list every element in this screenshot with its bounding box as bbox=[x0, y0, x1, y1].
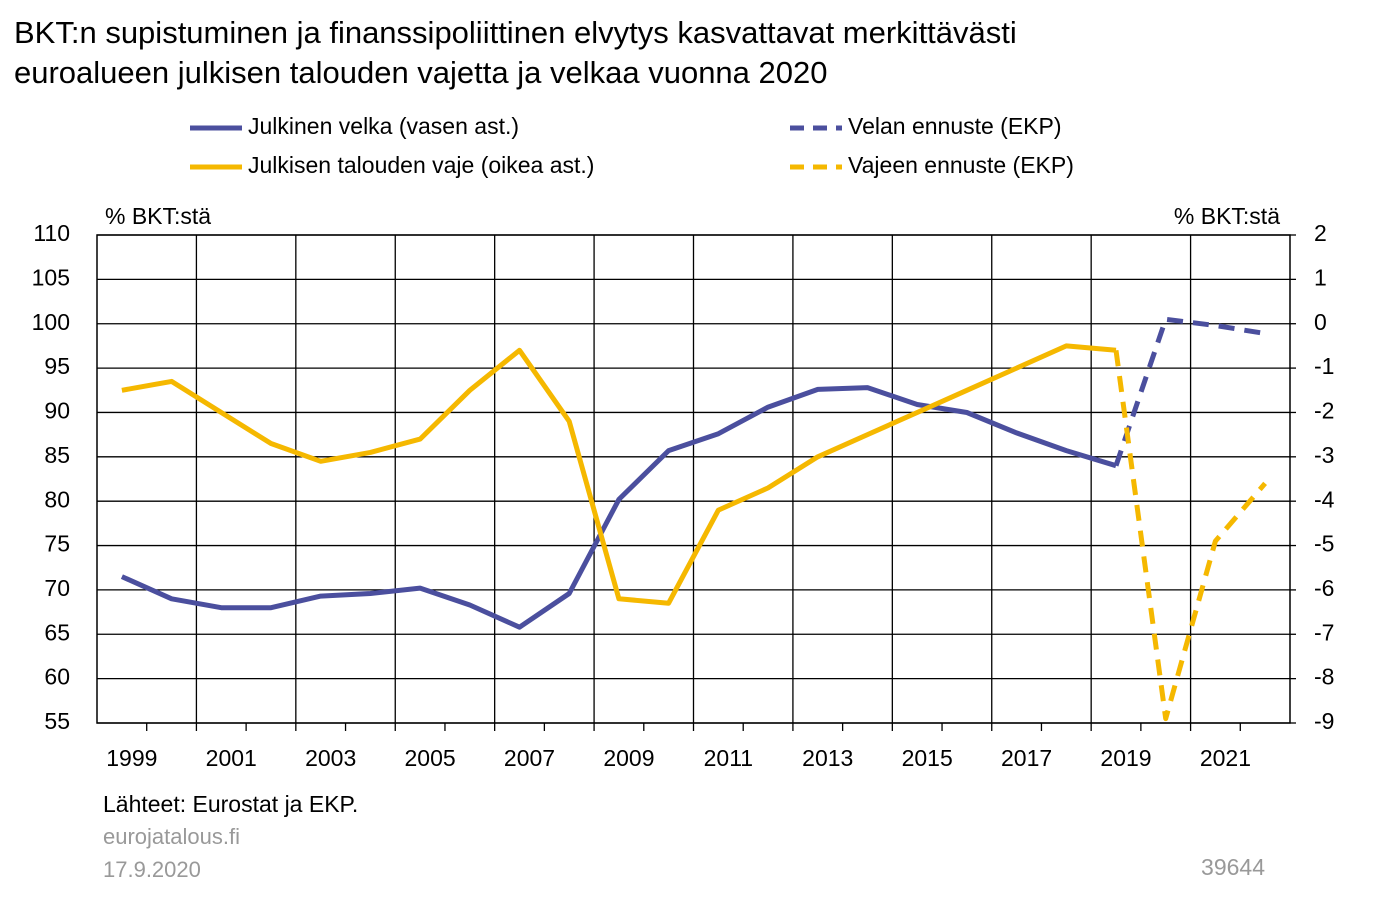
y2-tick-label: 0 bbox=[1314, 309, 1327, 335]
series-line bbox=[120, 385, 1117, 630]
x-tick-label: 2001 bbox=[206, 745, 257, 771]
x-tick-label: 2005 bbox=[405, 745, 456, 771]
y-tick-label: 60 bbox=[44, 664, 70, 690]
x-tick-label: 1999 bbox=[106, 745, 157, 771]
legend-label: Julkinen velka (vasen ast.) bbox=[248, 113, 519, 139]
website: eurojatalous.fi bbox=[103, 824, 240, 849]
chart-title: euroalueen julkisen talouden vajetta ja … bbox=[14, 55, 828, 90]
y2-axis-label: % BKT:stä bbox=[1174, 203, 1280, 229]
x-tick-label: 2013 bbox=[802, 745, 853, 771]
series-line bbox=[121, 343, 1117, 606]
y2-tick-label: -8 bbox=[1314, 664, 1334, 690]
y-tick-label: 90 bbox=[44, 398, 70, 424]
y2-tick-label: -6 bbox=[1314, 575, 1334, 601]
y-tick-label: 75 bbox=[44, 531, 70, 557]
x-tick-label: 2009 bbox=[603, 745, 654, 771]
y2-tick-label: -7 bbox=[1314, 619, 1334, 645]
legend-label: Velan ennuste (EKP) bbox=[848, 113, 1062, 139]
y2-tick-label: -3 bbox=[1314, 442, 1334, 468]
plot-frame bbox=[96, 234, 1291, 724]
y-tick-label: 65 bbox=[44, 619, 70, 645]
y2-tick-label: -9 bbox=[1314, 708, 1334, 734]
y2-tick-label: -5 bbox=[1314, 531, 1334, 557]
y-axis-label: % BKT:stä bbox=[105, 203, 211, 229]
x-tick-label: 2003 bbox=[305, 745, 356, 771]
date: 17.9.2020 bbox=[103, 857, 201, 882]
y-tick-label: 55 bbox=[44, 708, 70, 734]
y-tick-label: 110 bbox=[33, 220, 70, 246]
legend-label: Julkisen talouden vaje (oikea ast.) bbox=[248, 152, 594, 178]
x-tick-label: 2011 bbox=[704, 745, 753, 771]
y-tick-label: 70 bbox=[44, 575, 70, 601]
y2-tick-label: 2 bbox=[1314, 220, 1327, 246]
series-line bbox=[1113, 349, 1267, 722]
y-tick-label: 105 bbox=[32, 264, 70, 290]
y2-tick-label: -4 bbox=[1314, 486, 1335, 512]
y-tick-label: 95 bbox=[44, 353, 70, 379]
chart-title: BKT:n supistuminen ja finanssipoliittine… bbox=[14, 15, 1017, 50]
y2-tick-label: -2 bbox=[1314, 398, 1334, 424]
source: Lähteet: Eurostat ja EKP. bbox=[103, 791, 358, 817]
y2-tick-label: 1 bbox=[1314, 264, 1327, 290]
y-tick-label: 85 bbox=[44, 442, 70, 468]
x-tick-label: 2015 bbox=[902, 745, 953, 771]
y-tick-label: 100 bbox=[32, 309, 70, 335]
x-tick-label: 2017 bbox=[1001, 745, 1052, 771]
legend-label: Vajeen ennuste (EKP) bbox=[848, 152, 1074, 178]
chart-id: 39644 bbox=[1201, 854, 1265, 880]
y2-tick-label: -1 bbox=[1314, 353, 1334, 379]
x-tick-label: 2021 bbox=[1200, 745, 1251, 771]
x-tick-label: 2019 bbox=[1100, 745, 1151, 771]
y-tick-label: 80 bbox=[44, 486, 70, 512]
x-tick-label: 2007 bbox=[504, 745, 555, 771]
